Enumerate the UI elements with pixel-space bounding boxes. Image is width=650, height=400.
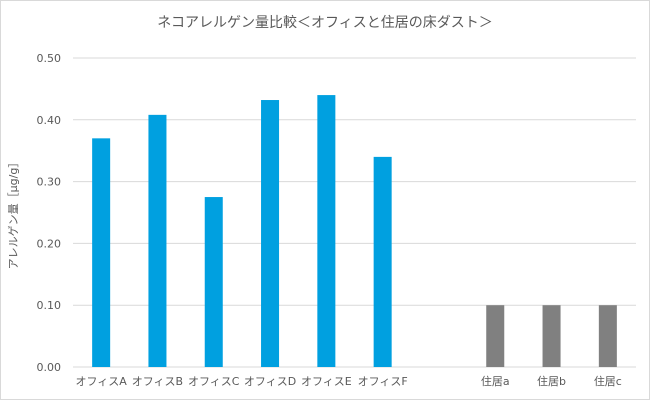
y-tick-label: 0.00 bbox=[37, 361, 62, 374]
x-tick-label: オフィスC bbox=[188, 375, 240, 388]
y-tick-label: 0.50 bbox=[37, 52, 62, 65]
x-tick-label: オフィスB bbox=[132, 375, 183, 388]
bar bbox=[204, 197, 223, 367]
x-tick-label: オフィスA bbox=[75, 375, 127, 388]
bar bbox=[148, 114, 167, 367]
bar bbox=[373, 156, 392, 367]
y-axis-ticks: 0.00 0.10 0.20 0.30 0.40 0.50 bbox=[37, 52, 62, 374]
x-tick-label: オフィスE bbox=[301, 375, 352, 388]
y-tick-label: 0.40 bbox=[37, 114, 62, 127]
chart-title: ネコアレルゲン量比較＜オフィスと住居の床ダスト＞ bbox=[157, 15, 492, 31]
bar bbox=[542, 305, 561, 367]
y-tick-label: 0.30 bbox=[37, 176, 62, 189]
y-tick-label: 0.10 bbox=[37, 299, 62, 312]
x-tick-label: 住居b bbox=[537, 374, 566, 388]
x-tick-label: オフィスD bbox=[244, 375, 296, 388]
bars bbox=[92, 95, 617, 368]
y-axis-title: アレルゲン量［μg/g］ bbox=[7, 157, 20, 270]
bar bbox=[317, 95, 336, 367]
bar bbox=[92, 138, 111, 367]
x-axis-ticks: オフィスA オフィスB オフィスC オフィスD オフィスE オフィスF 住居a 住居b 住居c bbox=[75, 374, 621, 388]
bar bbox=[598, 305, 617, 367]
bar bbox=[486, 305, 505, 367]
y-tick-label: 0.20 bbox=[37, 237, 62, 250]
x-tick-label: 住居a bbox=[481, 374, 510, 388]
bar bbox=[261, 100, 280, 368]
gridlines bbox=[73, 57, 636, 368]
x-tick-label: 住居c bbox=[594, 374, 622, 388]
x-tick-label: オフィスF bbox=[358, 375, 408, 388]
